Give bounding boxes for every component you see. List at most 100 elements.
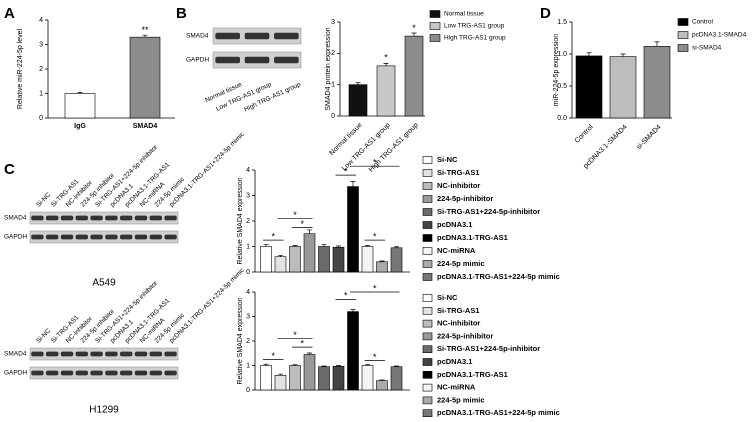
y-tick-label: 1.5 xyxy=(557,19,567,26)
y-tick-label: 4 xyxy=(246,167,250,174)
blot-band xyxy=(105,234,118,240)
error-bar xyxy=(142,34,148,38)
y-tick-label: 1 xyxy=(39,90,43,97)
blot-band xyxy=(45,351,59,357)
blot-band xyxy=(45,370,59,376)
panel-label: A xyxy=(4,5,15,22)
x-tick-label: Low TRG-AS1 group xyxy=(341,122,392,173)
blot-band xyxy=(164,351,177,357)
blot-band xyxy=(31,351,44,357)
legend-swatch xyxy=(422,370,433,379)
error-bar xyxy=(292,245,298,247)
legend-label: High TRG-AS1 group xyxy=(444,35,506,42)
y-tick-label: 1.0 xyxy=(557,51,567,58)
legend-swatch xyxy=(429,22,441,30)
legend-label: si-SMAD4 xyxy=(692,45,722,52)
error-bar xyxy=(292,364,298,366)
error-bar xyxy=(383,63,389,66)
y-tick-label: 2 xyxy=(246,218,250,225)
blot-band xyxy=(134,234,148,240)
y-tick-label: 0 xyxy=(39,115,43,122)
blot-row-label: SMAD4 xyxy=(4,215,27,222)
legend-swatch xyxy=(422,169,433,177)
significance-label: * xyxy=(300,219,304,229)
blot-band xyxy=(119,234,133,240)
blot-band xyxy=(134,370,148,376)
blot-lane-label: Si-NC xyxy=(35,191,52,208)
error-bar xyxy=(411,32,417,37)
y-tick-label: 2 xyxy=(246,338,250,345)
blot-band xyxy=(105,351,118,357)
blot-band xyxy=(45,215,59,221)
error-bar xyxy=(350,309,356,312)
blot-row-label: SMAD4 xyxy=(186,33,209,40)
y-tick-label: 0 xyxy=(246,387,250,394)
blot-band xyxy=(31,215,44,221)
error-bar xyxy=(394,246,399,248)
blot-band xyxy=(60,215,74,221)
legend-swatch xyxy=(422,306,433,315)
legend-label: pcDNA3.1-SMAD4 xyxy=(692,32,747,39)
error-bar xyxy=(321,365,327,367)
bar xyxy=(361,365,374,391)
significance-label: * xyxy=(344,291,348,301)
bar xyxy=(318,366,330,391)
legend-swatch xyxy=(422,234,433,242)
x-tick-label: si-SMAD4 xyxy=(635,124,662,151)
legend-label: pcDNA3.1-TRG-AS1+224-5p mimic xyxy=(437,272,560,281)
error-bar xyxy=(336,245,341,248)
blot-row-label: SMAD4 xyxy=(4,351,27,358)
significance-label: * xyxy=(344,166,348,176)
blot-band xyxy=(134,351,148,357)
blot-row-label: GAPDH xyxy=(186,57,209,64)
blot-band xyxy=(164,215,177,221)
bar xyxy=(347,186,359,273)
legend-swatch xyxy=(422,221,433,229)
blot-band xyxy=(244,32,270,40)
legend-swatch xyxy=(422,345,433,354)
legend-label: pcDNA3.1-TRG-AS1+224-5p mimic xyxy=(437,408,560,417)
error-bar xyxy=(350,181,356,187)
panel-label: D xyxy=(540,5,551,22)
error-bar xyxy=(365,364,370,366)
bar xyxy=(347,311,359,391)
error-bar xyxy=(355,82,361,85)
bar xyxy=(260,365,272,391)
legend-label: pcDNA3.1-TRG-AS1 xyxy=(437,233,508,242)
error-bar xyxy=(394,365,399,367)
error-bar xyxy=(586,52,592,56)
y-tick-label: 4 xyxy=(39,17,43,24)
y-axis-label: SMAD4 protein expression xyxy=(325,27,332,110)
y-tick-label: 0.5 xyxy=(557,83,567,90)
y-tick-label: 0 xyxy=(331,113,335,120)
bar xyxy=(609,56,637,119)
legend-swatch xyxy=(429,34,441,42)
blot-band xyxy=(75,215,89,221)
bar xyxy=(643,46,671,119)
bar xyxy=(376,65,396,117)
blot-strip xyxy=(29,211,179,225)
legend-swatch xyxy=(422,383,433,392)
legend-swatch xyxy=(422,273,433,281)
blot-band xyxy=(134,215,148,221)
legend-label: pcDNA3.1-TRG-AS1 xyxy=(437,370,508,379)
blot-band xyxy=(149,370,163,376)
legend-label: Si-NC xyxy=(437,155,458,164)
blot-strip xyxy=(29,347,179,361)
significance-label: * xyxy=(384,53,388,63)
y-axis-label: Relative miR-224-5p level xyxy=(17,28,24,109)
bar xyxy=(260,246,272,273)
blot-band xyxy=(60,370,74,376)
error-bar xyxy=(278,373,283,376)
legend-swatch xyxy=(422,332,433,341)
panel-label: B xyxy=(176,5,187,22)
x-tick-label: IgG xyxy=(74,123,86,130)
blot-band xyxy=(149,215,163,221)
blot-band xyxy=(75,234,89,240)
bar xyxy=(303,233,316,273)
y-axis-label: Relative SMAD4 expression xyxy=(237,297,244,384)
legend-swatch xyxy=(422,156,433,164)
blot-lane-label: pcDNA3.1-TRG-AS1+224-5p mimic xyxy=(168,130,246,208)
bar xyxy=(575,55,603,119)
